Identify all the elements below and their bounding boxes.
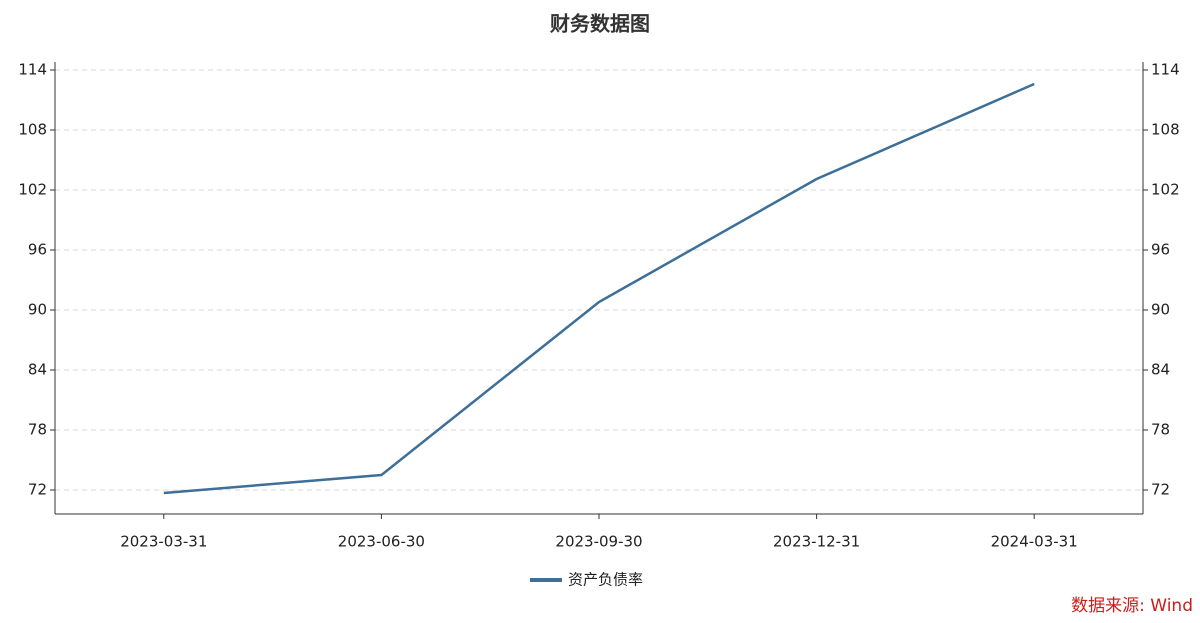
y-tick-label: 72 (28, 481, 47, 499)
x-tick-label: 2024-03-31 (991, 533, 1078, 551)
y-tick-label: 114 (18, 61, 47, 79)
legend-label: 资产负债率 (568, 571, 643, 589)
chart-title: 财务数据图 (550, 12, 650, 36)
y-tick-label: 102 (18, 181, 47, 199)
y-tick-label: 96 (28, 241, 47, 259)
y2-tick-label: 90 (1151, 301, 1170, 319)
y2-tick-label: 96 (1151, 241, 1170, 259)
y2-tick-label: 78 (1151, 421, 1170, 439)
line-series (163, 82, 1035, 495)
x-tick-label: 2023-03-31 (120, 533, 207, 551)
y-tick-label: 84 (28, 361, 47, 379)
y-tick-label: 78 (28, 421, 47, 439)
y2-tick-label: 102 (1151, 181, 1180, 199)
x-tick-label: 2023-06-30 (338, 533, 425, 551)
y-tick-label: 108 (18, 121, 47, 139)
y2-tick-label: 84 (1151, 361, 1170, 379)
x-tick-label: 2023-09-30 (555, 533, 642, 551)
y2-tick-label: 114 (1151, 61, 1180, 79)
x-tick-label: 2023-12-31 (773, 533, 860, 551)
y2-tick-label: 72 (1151, 481, 1170, 499)
source-note: 数据来源: Wind (1071, 596, 1193, 616)
y-tick-label: 90 (28, 301, 47, 319)
y2-tick-label: 108 (1151, 121, 1180, 139)
